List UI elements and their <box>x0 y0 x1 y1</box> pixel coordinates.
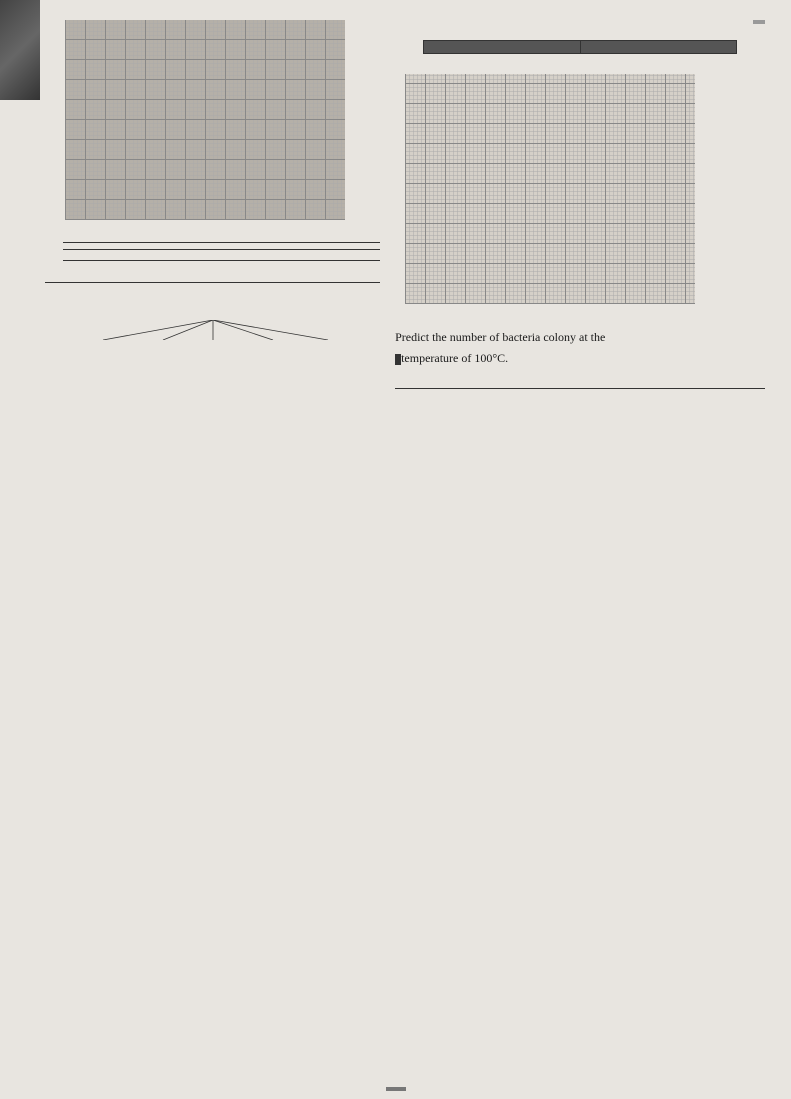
qd-answer[interactable] <box>63 256 380 261</box>
qc-ans1[interactable] <box>63 238 380 243</box>
rc-en: Predict the number of bacteria colony at… <box>395 330 605 344</box>
diagram-3 <box>45 320 380 352</box>
graph-line-svg <box>65 20 345 220</box>
table-2 <box>423 40 738 54</box>
rc-en2: temperature of 100°C. <box>401 351 508 365</box>
connector-svg <box>73 320 353 340</box>
rc-answer-line[interactable] <box>395 371 765 389</box>
graph-2-grid <box>405 74 695 304</box>
blank-line[interactable] <box>45 265 380 283</box>
graph-1 <box>45 20 380 220</box>
qc-ans2[interactable] <box>63 245 380 250</box>
topical-badge <box>753 20 765 24</box>
page-number <box>386 1087 406 1091</box>
